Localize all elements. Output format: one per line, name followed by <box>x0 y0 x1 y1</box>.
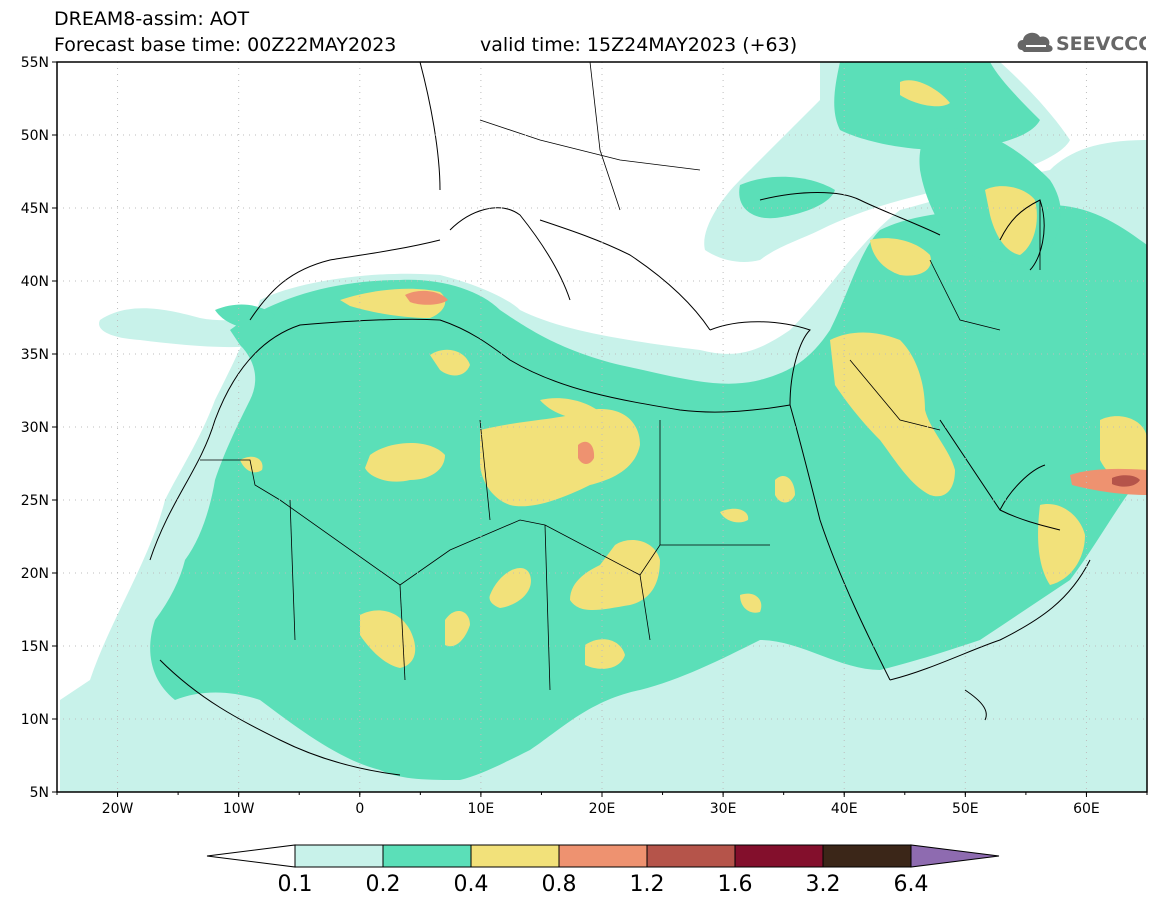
lon-tick-label: 50E <box>952 801 979 817</box>
logo-text: SEEVCCC <box>1056 33 1146 55</box>
lat-tick-label: 20N <box>21 566 49 582</box>
colorbar-label: 6.4 <box>894 872 929 897</box>
colorbar-label: 1.2 <box>630 872 665 897</box>
colorbar-label: 0.1 <box>278 872 313 897</box>
latitude-axis: 55N 50N 45N 40N 35N 30N 25N 20N 15N 10N 5N <box>21 55 57 801</box>
colorbar-label: 0.2 <box>366 872 401 897</box>
map-title: DREAM8-assim: AOT <box>54 8 250 30</box>
lat-tick-label: 25N <box>21 493 49 509</box>
valid-time: valid time: 15Z24MAY2023 (+63) <box>480 34 798 56</box>
cloud-icon <box>1017 32 1053 52</box>
lat-tick-label: 45N <box>21 201 49 217</box>
colorbar-box <box>822 844 912 868</box>
lon-tick-label: 20W <box>102 801 134 817</box>
lat-tick-label: 5N <box>30 785 49 801</box>
longitude-axis: 20W 10W 0 10E 20E 30E 40E 50E 60E <box>56 792 1148 817</box>
lon-tick-label: 40E <box>831 801 858 817</box>
colorbar-label: 0.8 <box>542 872 577 897</box>
lon-tick-label: 60E <box>1073 801 1100 817</box>
lat-tick-label: 35N <box>21 347 49 363</box>
coastlines <box>149 62 1091 776</box>
lat-tick-label: 30N <box>21 420 49 436</box>
forecast-base-time: Forecast base time: 00Z22MAY2023 <box>54 34 397 56</box>
lon-tick-label: 10E <box>468 801 495 817</box>
colorbar-box <box>382 844 472 868</box>
colorbar-low-extension <box>206 844 296 868</box>
lon-tick-label: 30E <box>710 801 737 817</box>
lon-tick-label: 10W <box>223 801 255 817</box>
colorbar-box <box>294 844 384 868</box>
colorbar-box <box>558 844 648 868</box>
lat-tick-label: 10N <box>21 712 49 728</box>
aot-band-0.4 <box>240 80 1147 669</box>
seevccc-logo: SEEVCCC <box>1017 32 1146 55</box>
lat-tick-label: 15N <box>21 639 49 655</box>
colorbar-label: 0.4 <box>454 872 489 897</box>
aot-field <box>57 62 1147 792</box>
lon-tick-label: 0 <box>355 801 364 817</box>
colorbar-label: 1.6 <box>718 872 753 897</box>
colorbar-box <box>734 844 824 868</box>
lat-tick-label: 50N <box>21 128 49 144</box>
colorbar-box <box>646 844 736 868</box>
colorbar-label: 3.2 <box>806 872 841 897</box>
lon-tick-label: 20E <box>589 801 616 817</box>
country-borders <box>200 62 1041 691</box>
lat-tick-label: 55N <box>21 55 49 71</box>
colorbar-box <box>470 844 560 868</box>
colorbar-high-extension <box>910 844 1000 868</box>
colorbar: 0.1 0.2 0.4 0.8 1.2 1.6 3.2 6.4 <box>206 844 1000 897</box>
lat-tick-label: 40N <box>21 274 49 290</box>
aot-band-1.2 <box>1112 475 1140 487</box>
